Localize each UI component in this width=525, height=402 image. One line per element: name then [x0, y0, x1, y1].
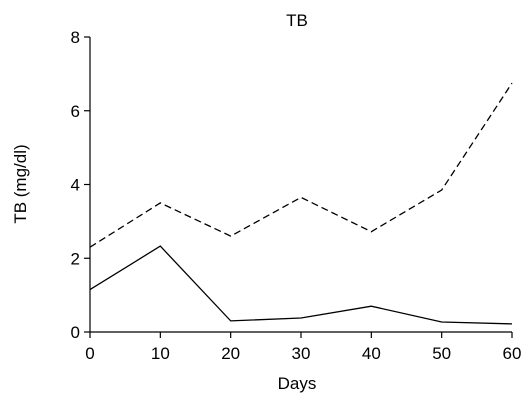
series-layer [89, 82, 513, 325]
solid-series-line [89, 245, 513, 325]
y-axis-title: TB (mg/dl) [11, 144, 30, 223]
x-tick-label: 10 [151, 344, 170, 363]
x-axis-title: Days [278, 374, 317, 393]
y-axis-ticks: 0 2 4 6 8 [71, 28, 90, 342]
x-tick-label: 0 [85, 344, 94, 363]
x-tick-label: 60 [503, 344, 522, 363]
y-tick-label: 8 [71, 28, 80, 47]
y-tick-label: 2 [71, 249, 80, 268]
x-axis-ticks: 0 10 20 30 40 50 60 [85, 332, 521, 363]
y-tick-label: 6 [71, 102, 80, 121]
x-tick-label: 20 [221, 344, 240, 363]
y-tick-label: 4 [71, 176, 80, 195]
x-tick-label: 50 [432, 344, 451, 363]
x-tick-label: 30 [292, 344, 311, 363]
chart-title: TB [286, 11, 308, 30]
dashed-series-line [89, 82, 513, 248]
y-tick-label: 0 [71, 323, 80, 342]
x-tick-label: 40 [362, 344, 381, 363]
